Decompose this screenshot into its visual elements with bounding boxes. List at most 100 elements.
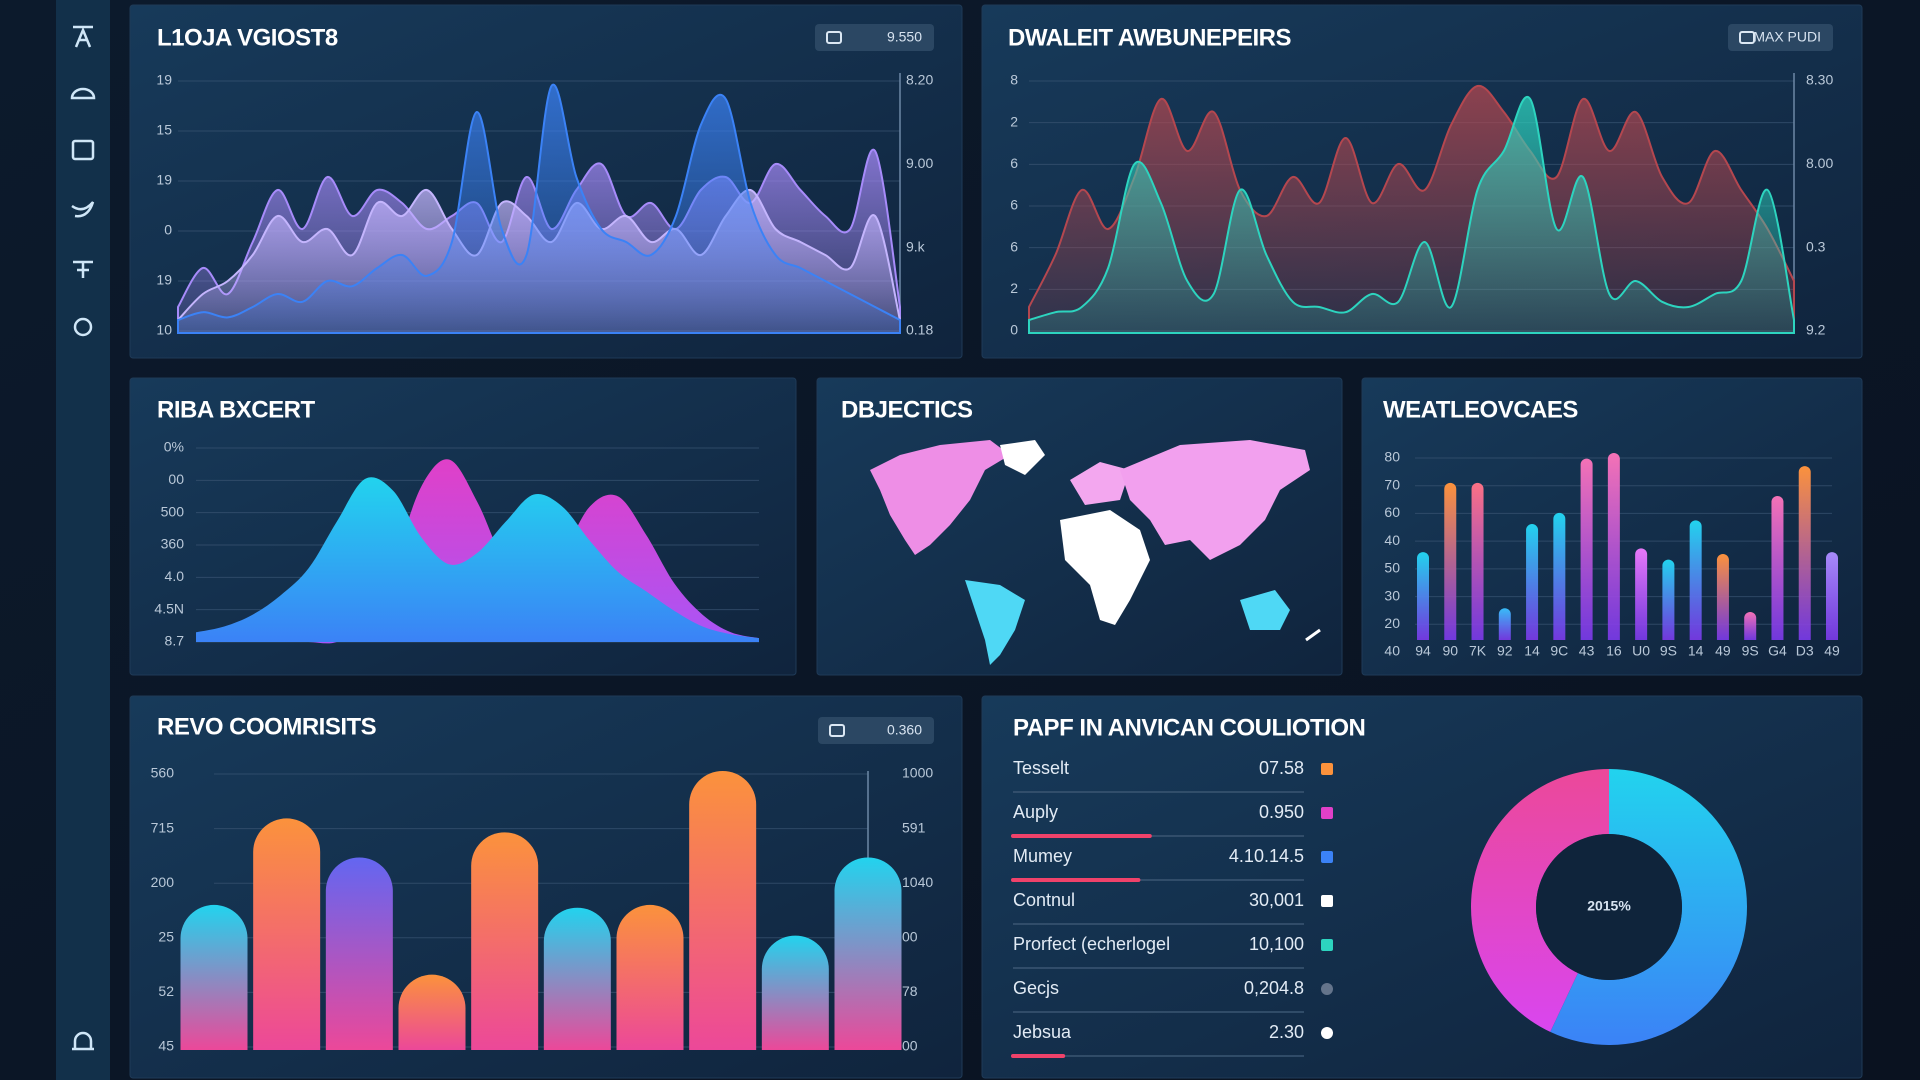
axis-label: 9.00 xyxy=(906,155,933,171)
axis-label: 8.20 xyxy=(906,72,933,88)
bar xyxy=(1444,482,1457,640)
bar xyxy=(1771,496,1784,640)
panel-title: REVO COOMRISITS xyxy=(157,713,377,740)
row-swatch xyxy=(1321,807,1333,819)
bar xyxy=(1553,512,1566,640)
bar xyxy=(1471,482,1484,640)
icon-user[interactable] xyxy=(72,1031,94,1051)
axis-label: 0.18 xyxy=(906,322,933,338)
axis-label: 6 xyxy=(1010,238,1018,254)
donut-center: 2015% xyxy=(1587,898,1631,914)
badge-text: 0.360 xyxy=(887,722,922,738)
row-value: 10,100 xyxy=(1249,934,1304,954)
icon-home[interactable] xyxy=(73,25,93,48)
x-tick-label: 14 xyxy=(1524,643,1540,659)
badge[interactable] xyxy=(815,24,934,51)
bar xyxy=(543,907,611,1050)
continent xyxy=(1240,590,1290,630)
axis-label: 2 xyxy=(1010,113,1018,129)
panel-title: PAPF IN ANVICAN COULIOTION xyxy=(1013,714,1365,741)
panel-title: DWALEIT AWBUNEPEIRS xyxy=(1008,24,1291,51)
axis-label: 45 xyxy=(158,1038,174,1054)
panel-title: DBJECTICS xyxy=(841,396,973,423)
bar xyxy=(834,857,902,1050)
icon-cloud[interactable] xyxy=(70,87,96,100)
axis-label: 1000 xyxy=(902,765,933,781)
panel-title: L1OJA VGIOST8 xyxy=(157,24,338,51)
axis-label: 30 xyxy=(1384,587,1400,603)
badge-text: 9.550 xyxy=(887,29,922,45)
bar xyxy=(1526,524,1539,640)
row-label: Gecjs xyxy=(1013,978,1059,998)
continent xyxy=(1070,462,1130,505)
row-swatch xyxy=(1321,895,1333,907)
axis-label: 9.2 xyxy=(1806,322,1826,338)
continent xyxy=(1060,510,1150,625)
axis-label: 19 xyxy=(156,172,172,188)
axis-label: 4.5N xyxy=(154,600,184,616)
row-label: Contnul xyxy=(1013,890,1075,910)
badge[interactable] xyxy=(1728,24,1833,51)
row-value: 4.10.14.5 xyxy=(1229,846,1304,866)
row-label: Tesselt xyxy=(1013,758,1069,778)
bar xyxy=(1607,453,1620,640)
axis-label: 6 xyxy=(1010,197,1018,213)
axis-label: 40 xyxy=(1384,643,1400,659)
axis-label: 8.7 xyxy=(165,633,185,649)
bar xyxy=(616,904,684,1050)
row-swatch xyxy=(1321,763,1333,775)
axis-label: 19 xyxy=(156,272,172,288)
row-label: Mumey xyxy=(1013,846,1072,866)
row-value: 30,001 xyxy=(1249,890,1304,910)
axis-label: 40 xyxy=(1384,532,1400,548)
bar xyxy=(253,818,321,1050)
row-swatch xyxy=(1321,939,1333,951)
row-value: 07.58 xyxy=(1259,758,1304,778)
axis-label: 00 xyxy=(168,471,184,487)
axis-label: 1040 xyxy=(902,874,933,890)
icon-box[interactable] xyxy=(71,139,95,161)
bar xyxy=(398,974,466,1050)
panel-title: WEATLEOVCAES xyxy=(1383,396,1578,423)
axis-label: 00 xyxy=(902,1038,918,1054)
bar xyxy=(180,904,248,1050)
x-tick-label: 90 xyxy=(1442,643,1458,659)
axis-label: 591 xyxy=(902,819,926,835)
axis-label: 200 xyxy=(151,874,175,890)
bar xyxy=(1744,611,1757,640)
axis-label: 8 xyxy=(1010,72,1018,88)
row-value: 0,204.8 xyxy=(1244,978,1304,998)
row-swatch xyxy=(1321,983,1333,995)
x-tick-label: 94 xyxy=(1415,643,1431,659)
x-tick-label: 16 xyxy=(1606,643,1622,659)
icon-refresh[interactable] xyxy=(73,317,93,337)
x-tick-label: 43 xyxy=(1579,643,1595,659)
axis-label: 52 xyxy=(158,983,174,999)
axis-label: 50 xyxy=(1384,560,1400,576)
icon-bird[interactable] xyxy=(71,201,95,218)
bar xyxy=(1417,552,1429,640)
axis-label: 8.00 xyxy=(1806,155,1833,171)
x-tick-label: 14 xyxy=(1688,643,1704,659)
axis-label: 360 xyxy=(161,536,185,552)
x-tick-label: G4 xyxy=(1768,643,1787,659)
axis-label: 15 xyxy=(156,122,172,138)
axis-label: 715 xyxy=(151,819,175,835)
axis-label: 500 xyxy=(161,503,185,519)
badge-icon xyxy=(826,31,842,44)
x-tick-label: D3 xyxy=(1796,643,1814,659)
axis-label: 9.k xyxy=(906,238,926,254)
continent xyxy=(1000,440,1045,475)
badge[interactable] xyxy=(818,717,934,744)
x-tick-label: 49 xyxy=(1824,643,1840,659)
panel-title: RIBA BXCERT xyxy=(157,396,315,423)
axis-label: 25 xyxy=(158,929,174,945)
area-series xyxy=(1028,95,1795,334)
donut-segment xyxy=(1471,769,1609,1032)
continent xyxy=(1120,440,1310,560)
bar xyxy=(1662,559,1675,640)
icon-filter[interactable] xyxy=(73,260,93,278)
continent xyxy=(870,440,1010,555)
axis-label: 78 xyxy=(902,983,918,999)
